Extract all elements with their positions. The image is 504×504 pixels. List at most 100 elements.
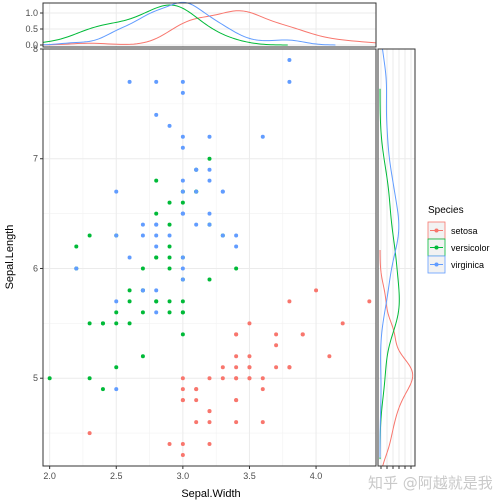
data-point-setosa — [367, 299, 372, 304]
data-point-setosa — [247, 354, 252, 359]
legend: Species setosa versicolor virginica — [427, 205, 490, 274]
data-point-virginica — [234, 233, 239, 238]
plot-background — [43, 49, 376, 466]
data-point-setosa — [234, 365, 239, 370]
x-tick-label: 4.0 — [310, 471, 323, 481]
watermark: 知乎 @阿越就是我 — [368, 474, 493, 492]
y-tick-label: 6 — [33, 263, 38, 273]
data-point-versicolor — [140, 354, 145, 359]
data-point-setosa — [87, 431, 92, 436]
top-density-virginica — [42, 1, 336, 46]
data-point-virginica — [180, 79, 185, 84]
data-point-setosa — [220, 365, 225, 370]
data-point-setosa — [207, 442, 212, 447]
data-point-virginica — [180, 145, 185, 150]
top-border — [42, 2, 377, 48]
data-point-virginica — [154, 244, 159, 249]
data-point-setosa — [194, 420, 199, 425]
data-point-setosa — [180, 398, 185, 403]
data-point-virginica — [74, 266, 79, 271]
top-density-panel: 0.0 0.5 1.0 — [25, 1, 377, 50]
data-point-virginica — [167, 233, 172, 238]
data-point-setosa — [340, 321, 345, 326]
data-point-versicolor — [114, 321, 119, 326]
data-point-setosa — [327, 354, 332, 359]
data-point-setosa — [247, 321, 252, 326]
data-point-versicolor — [167, 310, 172, 315]
y-tick-label: 7 — [33, 154, 38, 164]
data-point-versicolor — [180, 332, 185, 337]
data-point-versicolor — [154, 299, 159, 304]
legend-point-virginica — [434, 262, 439, 267]
data-point-virginica — [127, 79, 132, 84]
data-point-virginica — [180, 277, 185, 282]
data-point-virginica — [180, 255, 185, 260]
data-point-virginica — [234, 244, 239, 249]
data-point-versicolor — [140, 266, 145, 271]
data-point-versicolor — [207, 156, 212, 161]
x-tick-label: 2.5 — [110, 471, 123, 481]
data-point-virginica — [260, 134, 265, 139]
data-point-versicolor — [167, 299, 172, 304]
legend-point-versicolor — [434, 245, 439, 250]
data-point-virginica — [194, 167, 199, 172]
top-density-setosa — [42, 10, 377, 46]
data-point-versicolor — [154, 211, 159, 216]
data-point-virginica — [127, 255, 132, 260]
data-point-virginica — [154, 79, 159, 84]
right-background — [378, 49, 415, 466]
data-point-setosa — [180, 442, 185, 447]
data-point-virginica — [180, 178, 185, 183]
data-point-virginica — [194, 222, 199, 227]
data-point-versicolor — [180, 310, 185, 315]
data-point-versicolor — [167, 244, 172, 249]
data-point-virginica — [207, 222, 212, 227]
legend-label-setosa: setosa — [451, 226, 478, 236]
right-density-setosa — [379, 249, 414, 467]
data-point-virginica — [140, 233, 145, 238]
data-point-setosa — [274, 365, 279, 370]
top-y-tick-label: 1.0 — [25, 8, 38, 18]
data-point-setosa — [194, 398, 199, 403]
data-point-virginica — [180, 134, 185, 139]
y-tick-label: 8 — [33, 44, 38, 54]
data-point-versicolor — [180, 299, 185, 304]
data-point-setosa — [247, 376, 252, 381]
legend-label-versicolor: versicolor — [451, 243, 490, 253]
data-point-versicolor — [87, 233, 92, 238]
data-point-setosa — [234, 420, 239, 425]
data-point-virginica — [167, 123, 172, 128]
data-point-versicolor — [127, 321, 132, 326]
data-point-versicolor — [87, 321, 92, 326]
data-point-virginica — [180, 90, 185, 95]
x-axis-label: Sepal.Width — [181, 488, 240, 500]
data-point-setosa — [180, 387, 185, 392]
data-point-setosa — [207, 420, 212, 425]
x-tick-label: 2.0 — [43, 471, 56, 481]
data-point-virginica — [180, 211, 185, 216]
data-point-virginica — [287, 79, 292, 84]
data-point-setosa — [207, 376, 212, 381]
data-point-versicolor — [167, 222, 172, 227]
legend-label-virginica: virginica — [451, 260, 484, 270]
data-point-setosa — [194, 387, 199, 392]
data-point-virginica — [140, 222, 145, 227]
data-point-versicolor — [234, 266, 239, 271]
data-point-setosa — [274, 343, 279, 348]
data-point-virginica — [207, 167, 212, 172]
data-point-setosa — [207, 409, 212, 414]
legend-title: Species — [428, 205, 464, 216]
data-point-virginica — [180, 189, 185, 194]
right-density-virginica — [379, 48, 400, 458]
y-tick-label: 5 — [33, 373, 38, 383]
data-point-setosa — [274, 332, 279, 337]
data-point-versicolor — [140, 310, 145, 315]
data-point-virginica — [114, 387, 119, 392]
data-point-versicolor — [87, 376, 92, 381]
plot-border — [42, 48, 377, 467]
data-point-versicolor — [167, 266, 172, 271]
data-point-virginica — [154, 310, 159, 315]
top-y-tick-label: 0.0 — [25, 40, 38, 50]
data-point-versicolor — [47, 376, 52, 381]
